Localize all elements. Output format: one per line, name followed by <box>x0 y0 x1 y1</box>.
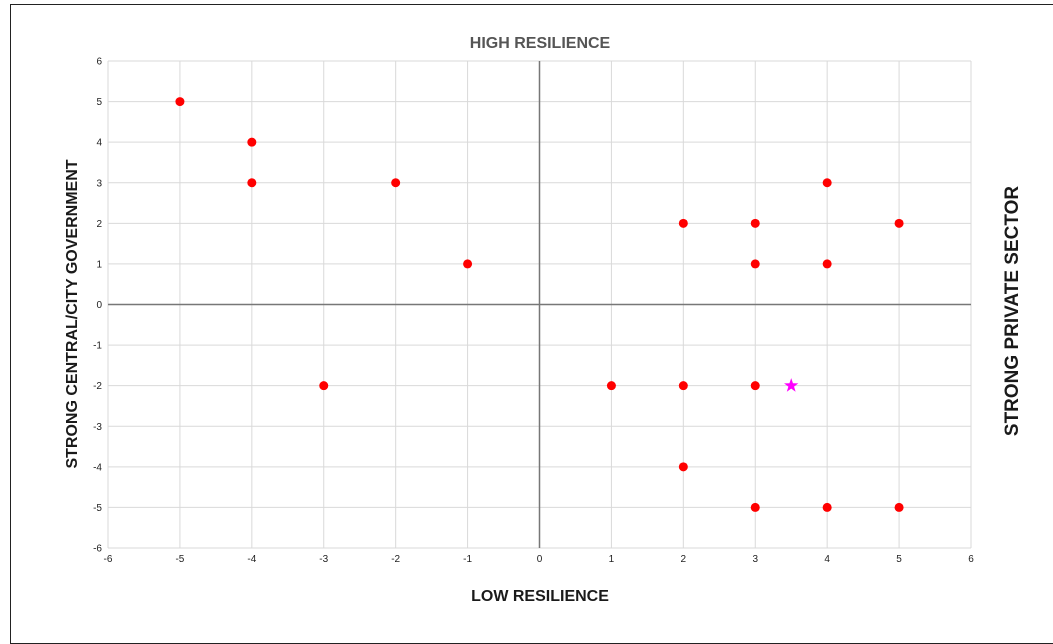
x-tick-label: 6 <box>968 554 974 565</box>
x-tick-label: 1 <box>609 554 615 565</box>
x-tick-label: -2 <box>391 554 400 565</box>
x-tick-label: 4 <box>824 554 830 565</box>
y-tick-label: -3 <box>93 422 102 433</box>
y-tick-label: -6 <box>93 544 102 555</box>
x-tick-label: -1 <box>463 554 472 565</box>
y-axis-label: STRONG CENTRAL/CITY GOVERNMENT <box>64 159 81 468</box>
scatter-chart: -6 -5 -4 -3 -2 -1 0 1 2 3 4 5 6 6543210-1-2-3-4-5-6 … <box>64 35 1023 605</box>
chart-title: HIGH RESILIENCE <box>470 35 611 52</box>
x-tick-label: -5 <box>175 554 184 565</box>
data-point <box>750 218 760 228</box>
y-tick-labels: 6 5 4 3 2 1 0 -1 -2 -3 -4 -5 -6 <box>93 57 102 555</box>
data-point <box>606 381 616 391</box>
data-point <box>247 178 257 188</box>
y-tick-label: 6 <box>96 57 102 68</box>
y-tick-label: -1 <box>93 341 102 352</box>
y-tick-label: 1 <box>96 259 102 270</box>
star-point <box>784 378 799 392</box>
data-point <box>678 462 688 472</box>
x-tick-label: -6 <box>104 554 113 565</box>
data-point <box>678 218 688 228</box>
data-point <box>678 381 688 391</box>
y-tick-label: 3 <box>96 178 102 189</box>
x-tick-labels: -6 -5 -4 -3 -2 -1 0 1 2 3 4 5 6 <box>104 554 975 565</box>
x-tick-label: 3 <box>752 554 758 565</box>
x-tick-label: -3 <box>319 554 328 565</box>
y-tick-label: -4 <box>93 462 102 473</box>
data-point <box>894 502 904 512</box>
data-point <box>894 218 904 228</box>
data-point <box>822 178 832 188</box>
data-point <box>463 259 473 269</box>
x-tick-label: 5 <box>896 554 902 565</box>
x-tick-label: 0 <box>537 554 543 565</box>
data-point <box>319 381 329 391</box>
data-point <box>175 97 185 107</box>
y-tick-label: -5 <box>93 503 102 514</box>
y-tick-label: 2 <box>96 219 102 230</box>
y-tick-label: 5 <box>96 97 102 108</box>
data-point <box>247 137 257 147</box>
y-tick-label: 0 <box>96 300 102 311</box>
x-tick-label: -4 <box>247 554 256 565</box>
axes <box>108 61 971 548</box>
x-axis-label: LOW RESILIENCE <box>471 588 609 605</box>
data-point <box>391 178 401 188</box>
x-tick-label: 2 <box>681 554 687 565</box>
data-point <box>750 381 760 391</box>
data-points <box>175 97 904 512</box>
data-point <box>822 259 832 269</box>
data-point <box>750 259 760 269</box>
y-tick-label: 4 <box>96 138 102 149</box>
data-point <box>822 502 832 512</box>
y-tick-label: -2 <box>93 381 102 392</box>
right-side-label: STRONG PRIVATE SECTOR <box>1002 186 1023 436</box>
data-point <box>750 502 760 512</box>
